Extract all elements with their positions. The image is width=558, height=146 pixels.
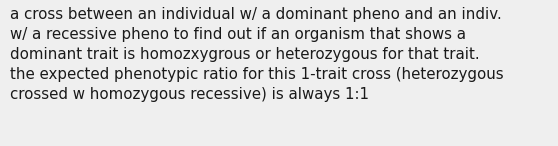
Text: a cross between an individual w/ a dominant pheno and an indiv.
w/ a recessive p: a cross between an individual w/ a domin…	[10, 7, 504, 102]
